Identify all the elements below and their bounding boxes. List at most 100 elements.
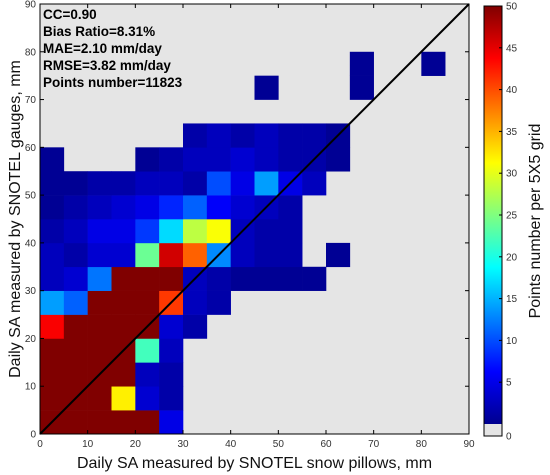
heatmap-cell — [183, 195, 208, 220]
heatmap-cell — [135, 338, 160, 363]
heatmap-cell — [230, 171, 255, 196]
y-axis-title: Daily SA measured by SNOTEL gauges, mm — [7, 60, 24, 378]
stat-line: Points number=11823 — [43, 75, 183, 90]
heatmap-cell — [40, 266, 65, 291]
heatmap-cell — [183, 290, 208, 315]
heatmap-cell — [63, 314, 88, 339]
heatmap-cell — [40, 362, 65, 387]
heatmap-cell — [63, 362, 88, 387]
heatmap-cell — [63, 242, 88, 268]
heatmap-cell — [254, 266, 279, 291]
heatmap-cell — [63, 410, 88, 435]
colorbar-tick-label: 20 — [506, 252, 518, 263]
heatmap-cell — [349, 51, 374, 76]
heatmap-cell — [159, 147, 184, 172]
heatmap-cell — [278, 242, 303, 268]
y-tick-label: 70 — [25, 95, 37, 106]
heatmap-cell — [206, 266, 231, 291]
heatmap-cell — [278, 147, 303, 172]
heatmap-cell — [349, 75, 374, 100]
stat-line: MAE=2.10 mm/day — [43, 41, 162, 56]
heatmap-cell — [254, 242, 279, 268]
heatmap-cell — [87, 266, 112, 291]
heatmap-cell — [230, 242, 255, 268]
heatmap-cell — [135, 147, 160, 172]
heatmap-cell — [230, 195, 255, 220]
heatmap-cell — [87, 410, 112, 435]
heatmap-cell — [63, 219, 88, 244]
heatmap-cell — [87, 338, 112, 363]
heatmap-cell — [111, 410, 136, 435]
heatmap-cell — [159, 362, 184, 387]
y-tick-label: 80 — [25, 47, 37, 58]
heatmap-cell — [87, 290, 112, 315]
heatmap-cell — [111, 171, 136, 196]
colorbar-tick-label: 25 — [506, 211, 518, 222]
heatmap-cell — [40, 314, 65, 339]
y-axis: 0 10 20 30 40 50 60 70 80 90 — [25, 0, 469, 441]
y-tick-label: 30 — [25, 286, 37, 297]
colorbar-tick-label: 5 — [506, 378, 512, 389]
heatmap-cell — [206, 123, 231, 148]
stat-line: RMSE=3.82 mm/day — [43, 58, 171, 73]
heatmap-cell — [135, 195, 160, 220]
heatmap-cell — [183, 171, 208, 196]
x-tick-label: 60 — [320, 439, 332, 450]
heatmap-cell — [254, 171, 279, 196]
heatmap-cell — [135, 171, 160, 196]
heatmap-cell — [135, 266, 160, 291]
heatmap-cell — [87, 314, 112, 339]
colorbar — [484, 6, 502, 424]
heatmap-cell — [326, 242, 351, 268]
heatmap-cell — [40, 195, 65, 220]
heatmap-cell — [206, 290, 231, 315]
heatmap-cell — [302, 123, 327, 148]
x-tick-label: 40 — [225, 439, 237, 450]
heatmap-cell — [254, 75, 279, 100]
heatmap-cell — [135, 386, 160, 411]
colorbar-tick-label: 15 — [506, 294, 518, 305]
x-tick-label: 80 — [416, 439, 428, 450]
heatmap-cell — [40, 171, 65, 196]
colorbar-tick-label: 45 — [506, 43, 518, 54]
heatmap-cell — [63, 338, 88, 363]
plot-frame — [39, 3, 470, 435]
heatmap-cell — [183, 219, 208, 244]
heatmap-cell — [87, 219, 112, 244]
heatmap-cell — [159, 242, 184, 268]
heatmap-cell — [254, 219, 279, 244]
heatmap-cell — [278, 266, 303, 291]
heatmap-cell — [40, 219, 65, 244]
x-tick-label: 30 — [177, 439, 189, 450]
heatmap-cell — [159, 410, 184, 435]
heatmap-cell — [206, 147, 231, 172]
colorbar-tick-label: 35 — [506, 127, 518, 138]
heatmap-cell — [326, 147, 351, 172]
heatmap-cell — [183, 147, 208, 172]
heatmap-cell — [159, 219, 184, 244]
heatmap-cell — [111, 290, 136, 315]
y-tick-label: 40 — [25, 238, 37, 249]
x-tick-label: 20 — [130, 439, 142, 450]
heatmap-cell — [135, 362, 160, 387]
stat-line: CC=0.90 — [43, 7, 97, 22]
colorbar-tick-label: 50 — [506, 2, 518, 13]
heatmap-cell — [421, 51, 446, 76]
heatmap-cell — [206, 195, 231, 220]
heatmap-cell — [159, 171, 184, 196]
heatmap-cell — [254, 123, 279, 148]
heatmap-cell — [87, 195, 112, 220]
heatmap-cell — [206, 219, 231, 244]
heatmap-cell — [159, 266, 184, 291]
heatmap-cell — [135, 219, 160, 244]
heatmap-cell — [278, 195, 303, 220]
heatmap-cell — [230, 266, 255, 291]
heatmap-cell — [111, 362, 136, 387]
heatmap-cell — [159, 195, 184, 220]
colorbar-axis: 0 5 10 15 20 25 30 35 40 45 50 — [499, 2, 518, 443]
heatmap-cell — [87, 171, 112, 196]
heatmap-cell — [183, 242, 208, 268]
x-tick-label: 90 — [463, 439, 475, 450]
